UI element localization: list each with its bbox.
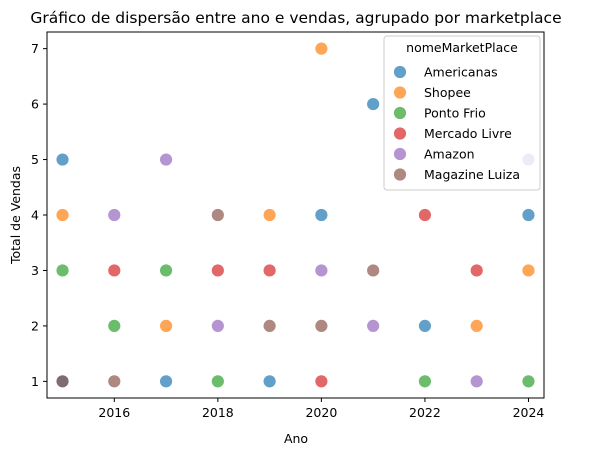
- data-point-mercado-livre: [418, 208, 432, 222]
- data-point-mercado-livre: [469, 263, 484, 278]
- legend: nomeMarketPlace Americanas Shopee Ponto Fr…: [383, 35, 541, 191]
- y-axis-label: Total de Vendas: [8, 166, 23, 265]
- legend-marker-mercado-livre: [393, 126, 407, 141]
- data-point-mercado-livre: [314, 374, 329, 389]
- data-point-amazon: [107, 208, 122, 222]
- data-point-amazon: [366, 319, 381, 333]
- legend-label-magazine-luiza: Magazine Luiza: [424, 167, 520, 182]
- data-point-mercado-livre: [210, 263, 225, 278]
- legend-marker-magazine-luiza: [393, 167, 407, 182]
- data-point-magazine-luiza: [366, 263, 381, 278]
- legend-marker-ponto-frio: [393, 106, 407, 120]
- x-axis: 2016 2018 2020 2022 2024: [98, 398, 544, 420]
- legend-marker-amazon: [393, 147, 407, 161]
- x-tick-label: 2018: [202, 405, 234, 420]
- data-point-ponto-frio: [210, 374, 225, 389]
- legend-label-americanas: Americanas: [424, 65, 498, 80]
- y-tick-label: 4: [31, 208, 39, 223]
- legend-marker-shopee: [393, 85, 407, 100]
- data-point-shopee: [521, 263, 536, 278]
- data-point-americanas: [314, 208, 329, 222]
- x-tick-label: 2020: [305, 405, 337, 420]
- data-point-ponto-frio: [159, 263, 173, 278]
- data-point-americanas: [418, 319, 432, 333]
- data-point-shopee: [159, 319, 173, 333]
- x-tick-label: 2016: [98, 405, 130, 420]
- legend-entries: Americanas Shopee Ponto Frio Mercado Livre A…: [393, 65, 520, 182]
- x-tick-label: 2022: [409, 405, 441, 420]
- x-axis-label: Ano: [284, 431, 308, 446]
- y-tick-label: 2: [31, 318, 39, 333]
- data-point-shopee: [55, 208, 70, 222]
- legend-title: nomeMarketPlace: [406, 40, 518, 55]
- data-point-ponto-frio: [418, 374, 432, 389]
- data-point-magazine-luiza: [55, 374, 70, 389]
- data-point-amazon: [159, 152, 173, 167]
- data-point-amazon: [210, 319, 225, 333]
- data-point-mercado-livre: [107, 263, 122, 278]
- data-point-shopee: [469, 319, 484, 333]
- data-point-mercado-livre: [262, 263, 277, 278]
- legend-box: [383, 35, 541, 191]
- y-tick-label: 5: [31, 152, 39, 167]
- legend-label-shopee: Shopee: [424, 85, 471, 100]
- data-point-magazine-luiza: [210, 208, 225, 222]
- data-point-shopee: [314, 41, 329, 56]
- data-point-americanas: [55, 152, 70, 167]
- legend-marker-americanas: [393, 65, 407, 79]
- data-point-ponto-frio: [521, 374, 536, 389]
- data-point-amazon: [469, 374, 484, 389]
- legend-label-mercado-livre: Mercado Livre: [424, 126, 512, 141]
- data-point-magazine-luiza: [107, 374, 122, 389]
- data-point-amazon: [314, 263, 329, 278]
- y-tick-label: 3: [31, 263, 39, 278]
- data-point-americanas: [159, 374, 173, 389]
- y-tick-label: 7: [31, 41, 39, 56]
- data-point-magazine-luiza: [262, 319, 277, 333]
- data-point-ponto-frio: [55, 263, 70, 278]
- legend-label-amazon: Amazon: [424, 147, 475, 162]
- y-tick-label: 1: [31, 374, 39, 389]
- data-point-americanas: [262, 374, 277, 389]
- y-axis: 1 2 3 4 5 6 7: [31, 41, 47, 389]
- data-point-americanas: [521, 208, 536, 222]
- x-tick-label: 2024: [513, 405, 545, 420]
- data-point-magazine-luiza: [314, 319, 329, 333]
- data-point-americanas: [366, 97, 381, 111]
- y-tick-label: 6: [31, 97, 39, 112]
- plot-points: [55, 41, 536, 389]
- data-point-ponto-frio: [107, 319, 122, 333]
- legend-label-ponto-frio: Ponto Frio: [424, 106, 486, 121]
- data-point-shopee: [262, 208, 277, 222]
- chart-title: Gráfico de dispersão entre ano e vendas,…: [30, 9, 561, 27]
